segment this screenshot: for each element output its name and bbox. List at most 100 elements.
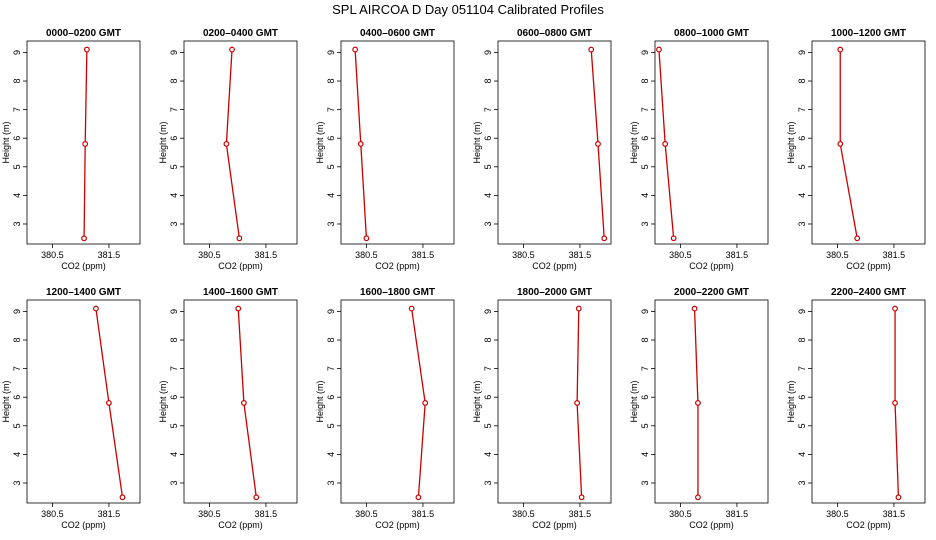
y-tick-label: 5: [12, 423, 22, 428]
y-axis-label: Height (m): [158, 380, 168, 422]
y-tick-label: 3: [483, 221, 493, 226]
panel-title: 1600–1800 GMT: [360, 287, 435, 298]
data-point: [601, 235, 608, 242]
y-tick-label: 8: [169, 338, 179, 343]
y-tick-label: 5: [169, 423, 179, 428]
x-tick-label: 380.5: [198, 250, 221, 260]
y-tick-label: 7: [326, 107, 336, 112]
y-tick-label: 4: [12, 193, 22, 198]
data-point: [119, 494, 126, 501]
panel-title: 0600–0800 GMT: [517, 28, 592, 39]
y-tick-label: 9: [326, 50, 336, 55]
y-tick-label: 9: [797, 50, 807, 55]
y-axis-label: Height (m): [629, 380, 639, 422]
y-tick-label: 7: [12, 366, 22, 371]
y-tick-label: 3: [640, 480, 650, 485]
y-tick-label: 8: [12, 338, 22, 343]
data-point: [240, 400, 247, 406]
y-tick-label: 4: [640, 193, 650, 198]
plot-frame: [26, 299, 141, 504]
y-tick-label: 8: [797, 79, 807, 84]
y-tick-label: 5: [797, 164, 807, 169]
y-tick-label: 6: [326, 395, 336, 400]
x-tick-label: 380.5: [41, 509, 64, 519]
y-tick-label: 4: [483, 193, 493, 198]
y-tick-label: 6: [483, 395, 493, 400]
y-tick-label: 3: [483, 480, 493, 485]
data-point: [854, 235, 861, 242]
data-point: [415, 494, 422, 501]
y-tick-label: 3: [797, 480, 807, 485]
y-tick-label: 8: [640, 79, 650, 84]
data-point: [82, 141, 89, 147]
x-tick-label: 381.5: [412, 250, 435, 260]
y-tick-label: 3: [169, 480, 179, 485]
y-tick-label: 7: [797, 107, 807, 112]
y-axis-label: Height (m): [158, 121, 168, 163]
data-point: [695, 494, 701, 501]
y-tick-label: 6: [483, 136, 493, 141]
y-tick-label: 3: [326, 221, 336, 226]
panel: 0000–0200 GMT 380.5 381.5 3 4 5 6 7 8 9 CO2 (ppm) H…: [1, 28, 141, 271]
y-tick-label: 7: [640, 107, 650, 112]
y-tick-label: 3: [12, 221, 22, 226]
y-tick-label: 3: [797, 221, 807, 226]
data-point: [670, 235, 677, 242]
y-tick-label: 8: [12, 79, 22, 84]
y-tick-label: 9: [169, 50, 179, 55]
panel-title: 0000–0200 GMT: [46, 28, 121, 39]
x-tick-label: 380.5: [198, 509, 221, 519]
data-point: [837, 46, 844, 53]
y-tick-label: 9: [483, 50, 493, 55]
data-point: [81, 235, 87, 242]
y-axis-label: Height (m): [786, 380, 796, 422]
y-tick-label: 6: [640, 395, 650, 400]
y-tick-label: 6: [640, 136, 650, 141]
x-tick-label: 380.5: [826, 509, 849, 519]
y-tick-label: 4: [797, 452, 807, 457]
y-tick-label: 5: [326, 423, 336, 428]
data-point: [695, 400, 701, 406]
x-tick-label: 380.5: [512, 250, 535, 260]
x-tick-label: 380.5: [826, 250, 849, 260]
x-tick-label: 381.5: [569, 250, 592, 260]
data-point: [229, 46, 235, 53]
y-tick-label: 8: [640, 338, 650, 343]
y-tick-label: 6: [12, 136, 22, 141]
y-tick-label: 9: [169, 309, 179, 314]
x-tick-label: 380.5: [669, 509, 692, 519]
x-tick-label: 381.5: [98, 250, 121, 260]
y-tick-label: 6: [797, 136, 807, 141]
panel-title: 0800–1000 GMT: [674, 28, 749, 39]
x-tick-label: 380.5: [355, 509, 378, 519]
data-point: [83, 46, 90, 53]
data-point: [892, 305, 898, 312]
data-point: [93, 305, 99, 312]
x-axis-label: CO2 (ppm): [218, 520, 263, 530]
y-tick-label: 4: [326, 193, 336, 198]
y-tick-label: 9: [483, 309, 493, 314]
y-tick-label: 4: [797, 193, 807, 198]
y-axis-label: Height (m): [315, 121, 325, 163]
y-tick-label: 9: [640, 50, 650, 55]
data-point: [578, 494, 585, 501]
data-point: [363, 235, 370, 242]
y-tick-label: 6: [169, 136, 179, 141]
x-tick-label: 381.5: [883, 509, 906, 519]
plot-frame: [811, 40, 926, 245]
x-tick-label: 380.5: [355, 250, 378, 260]
data-point: [895, 494, 902, 501]
y-tick-label: 7: [483, 366, 493, 371]
panel-title: 1200–1400 GMT: [46, 287, 121, 298]
y-tick-label: 7: [797, 366, 807, 371]
data-point: [235, 305, 242, 312]
x-tick-label: 381.5: [98, 509, 121, 519]
x-axis-label: CO2 (ppm): [532, 520, 577, 530]
x-axis-label: CO2 (ppm): [61, 520, 106, 530]
y-tick-label: 5: [640, 164, 650, 169]
data-point: [575, 305, 582, 312]
y-tick-label: 9: [12, 50, 22, 55]
figure-title: SPL AIRCOA D Day 051104 Calibrated Profi…: [332, 2, 604, 17]
x-axis-label: CO2 (ppm): [61, 261, 106, 271]
panel-grid: 0000–0200 GMT 380.5 381.5 3 4 5 6 7 8 9 CO2 (ppm) H…: [1, 28, 926, 530]
